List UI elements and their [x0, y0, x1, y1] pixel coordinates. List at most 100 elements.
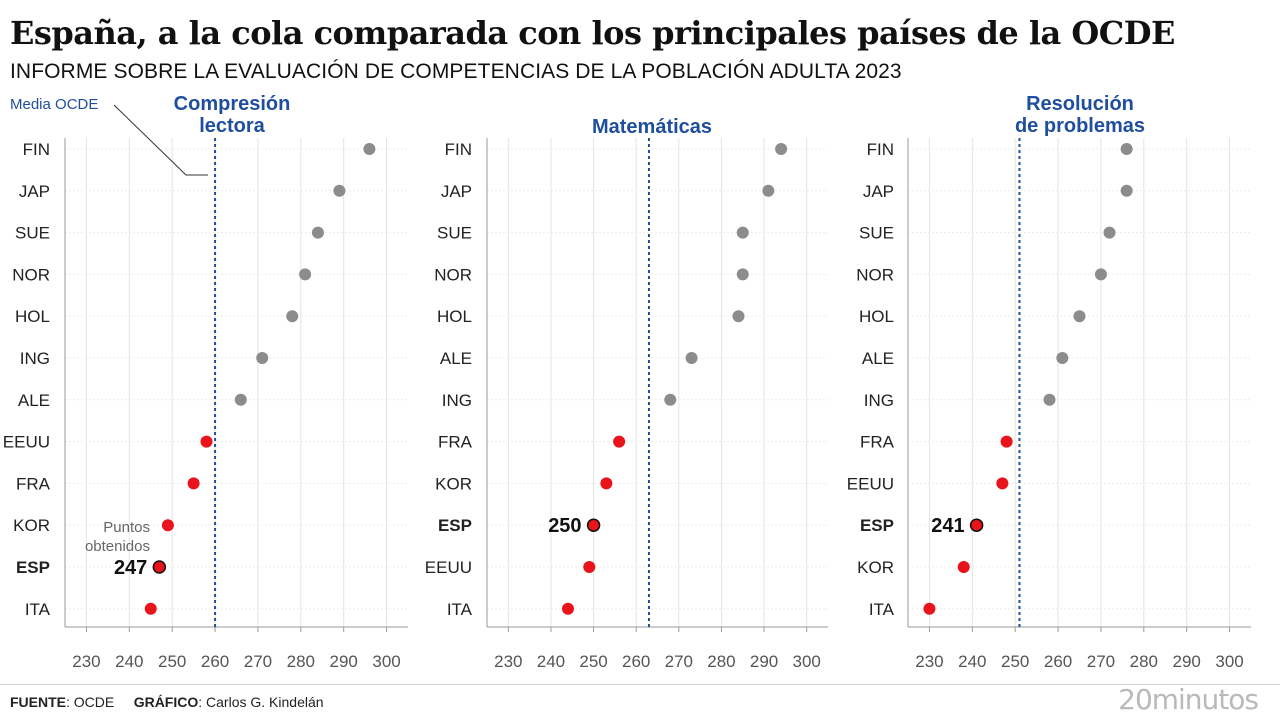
country-label: FIN [23, 140, 50, 159]
x-tick-label: 280 [707, 652, 735, 671]
country-label: FRA [860, 433, 895, 452]
data-point [996, 477, 1009, 490]
data-point [762, 184, 775, 197]
footer-credits: FUENTE: OCDE GRÁFICO: Carlos G. Kindelán [10, 694, 324, 710]
country-label: FIN [445, 140, 472, 159]
x-tick-label: 230 [72, 652, 100, 671]
data-point [1094, 268, 1107, 281]
page-subtitle: INFORME SOBRE LA EVALUACIÓN DE COMPETENC… [10, 60, 902, 83]
data-point [187, 477, 200, 490]
data-point [1103, 226, 1116, 239]
country-label: NOR [434, 265, 472, 284]
country-label: SUE [15, 224, 50, 243]
country-label: NOR [856, 265, 894, 284]
country-label: KOR [435, 474, 472, 493]
footer-divider [0, 684, 1280, 685]
x-tick-label: 240 [958, 652, 986, 671]
data-point [256, 352, 269, 364]
x-tick-label: 240 [115, 652, 143, 671]
charts-area: 230 240 250 260 270 280 290 300 Compresiónlector… [3, 93, 1251, 671]
x-tick-label: 240 [537, 652, 565, 671]
country-label: NOR [12, 265, 50, 284]
x-tick-label: 290 [750, 652, 778, 671]
country-label: ALE [440, 349, 472, 368]
source-value: : OCDE [66, 694, 115, 710]
panel-title: Matemáticas [592, 116, 712, 138]
country-label: FRA [16, 474, 51, 493]
page-title: España, a la cola comparada con los prin… [10, 14, 1175, 52]
country-label: ITA [869, 600, 895, 619]
x-tick-label: 300 [1215, 652, 1243, 671]
country-label: ESP [16, 558, 50, 577]
data-point [363, 143, 376, 155]
x-tick-label: 260 [201, 652, 229, 671]
x-tick-label: 250 [579, 652, 607, 671]
country-label: JAP [441, 182, 472, 201]
oecd-mean-annotation: Media OCDE [10, 96, 98, 113]
x-tick-label: 300 [372, 652, 400, 671]
x-tick-label: 300 [793, 652, 821, 671]
x-tick-label: 280 [1130, 652, 1158, 671]
country-label: EEUU [425, 558, 472, 577]
x-tick-label: 250 [158, 652, 186, 671]
graphic-author: : Carlos G. Kindelán [198, 694, 324, 710]
country-label: EEUU [847, 474, 894, 493]
country-label: ITA [447, 600, 473, 619]
country-label: HOL [437, 307, 472, 326]
x-tick-label: 290 [330, 652, 358, 671]
data-point [1120, 184, 1133, 197]
panel-title: Compresión [174, 93, 291, 115]
country-label: SUE [859, 224, 894, 243]
country-label: JAP [19, 182, 50, 201]
country-label: HOL [15, 307, 50, 326]
country-label: ESP [860, 516, 894, 535]
data-point [685, 352, 698, 364]
x-tick-label: 270 [665, 652, 693, 671]
x-tick-label: 230 [494, 652, 522, 671]
data-point [736, 268, 749, 281]
data-point [736, 226, 749, 239]
country-label: ING [20, 349, 50, 368]
data-point [561, 602, 574, 615]
points-annotation-line2: obtenidos [85, 538, 150, 555]
data-point [200, 435, 213, 448]
x-tick-label: 230 [915, 652, 943, 671]
country-label: ING [442, 391, 472, 410]
x-tick-label: 270 [244, 652, 272, 671]
points-annotation-line1: Puntos [103, 519, 150, 536]
x-tick-label: 260 [622, 652, 650, 671]
x-tick-label: 270 [1087, 652, 1115, 671]
country-label: EEUU [3, 433, 50, 452]
country-label: SUE [437, 224, 472, 243]
data-point [1056, 352, 1069, 364]
data-label-highlight: 247 [114, 557, 147, 579]
data-point [1043, 393, 1056, 406]
data-point [732, 310, 745, 323]
data-point [1120, 143, 1133, 155]
data-point [1000, 435, 1013, 448]
brand-logo: 20minutos [1118, 683, 1259, 716]
data-point [586, 518, 601, 532]
country-label: ITA [25, 600, 51, 619]
data-point [969, 518, 984, 532]
data-point [299, 268, 312, 281]
source-label: FUENTE [10, 694, 66, 710]
country-label: HOL [859, 307, 894, 326]
graphic-label: GRÁFICO [133, 694, 199, 710]
country-label: ESP [438, 516, 472, 535]
country-label: FIN [867, 140, 894, 159]
data-point [613, 435, 626, 448]
data-point [1073, 310, 1086, 323]
data-point [957, 561, 970, 573]
country-label: KOR [13, 516, 50, 535]
data-point [333, 184, 346, 197]
annotation-leader-line [113, 104, 208, 176]
country-label: KOR [857, 558, 894, 577]
data-point [152, 560, 167, 574]
country-label: ING [864, 391, 894, 410]
data-label-highlight: 250 [548, 515, 581, 537]
x-tick-label: 290 [1173, 652, 1201, 671]
country-label: FRA [438, 433, 473, 452]
country-label: ALE [18, 391, 50, 410]
data-point [775, 143, 788, 155]
